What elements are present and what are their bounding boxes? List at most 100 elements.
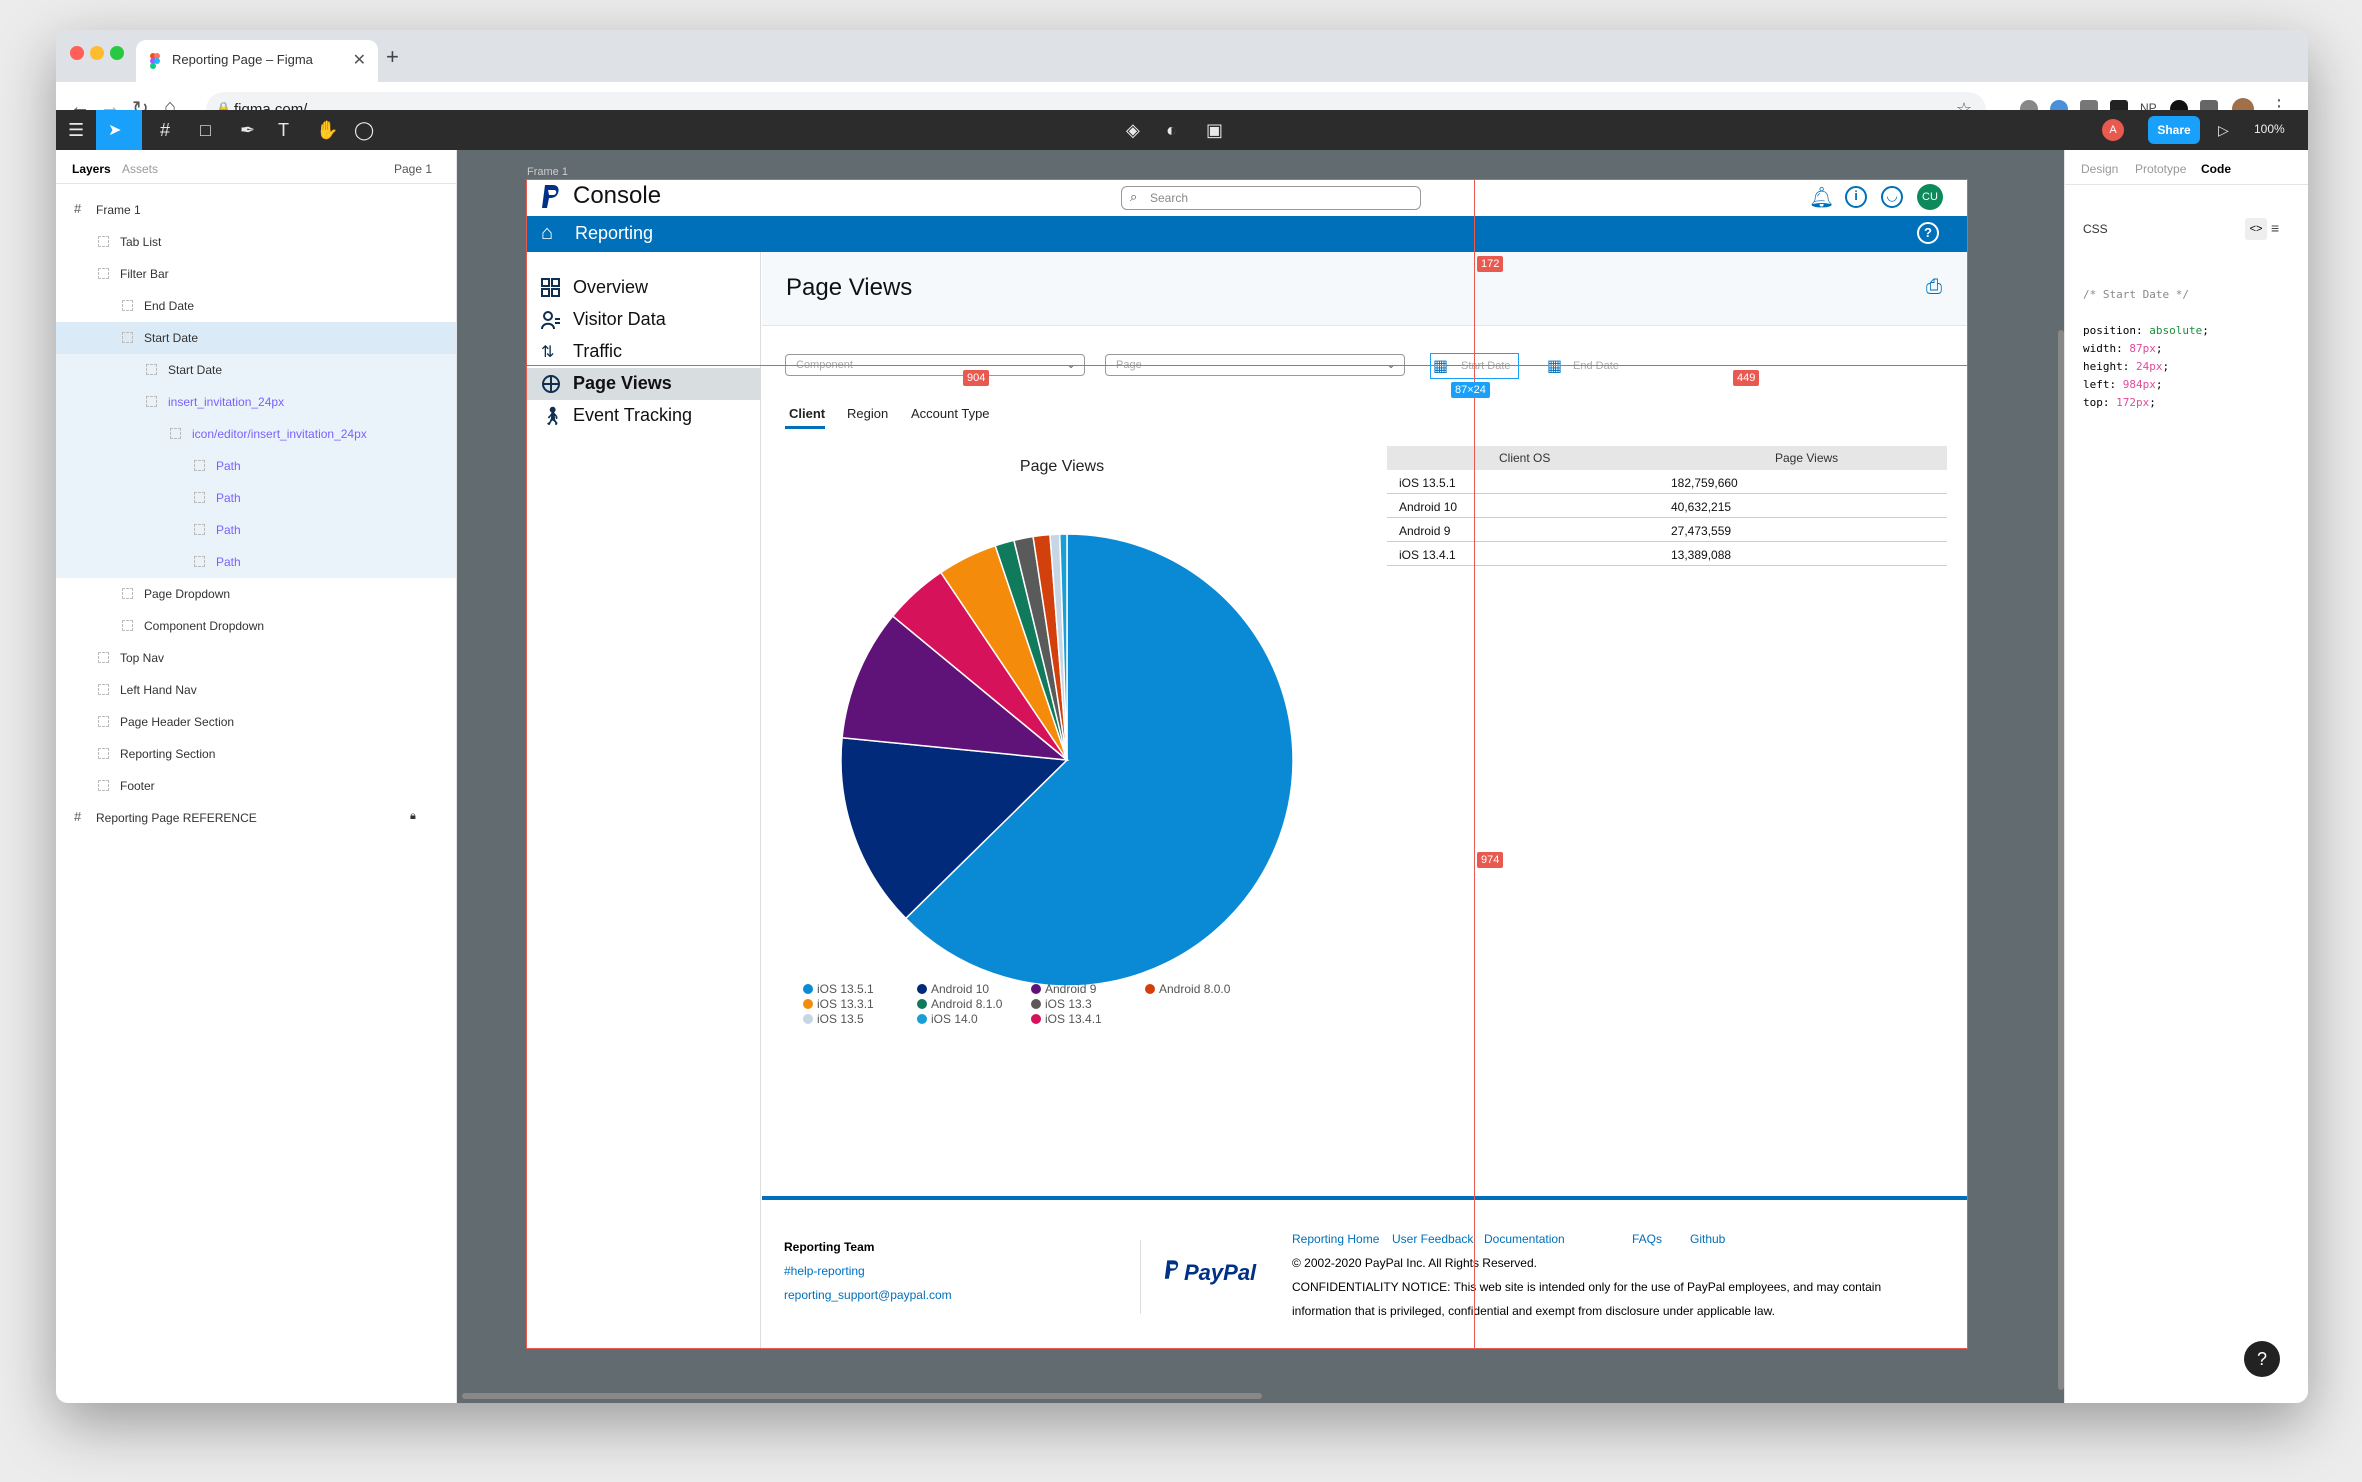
pie-slice[interactable] [840,736,1069,920]
legend-item: Android 8.1.0 [917,997,1002,1011]
layer-label: Start Date [168,363,223,377]
print-icon[interactable]: ⎙ [1926,276,1942,298]
footer-link[interactable]: Documentation [1484,1232,1565,1246]
help-icon[interactable]: ? [1917,222,1939,244]
tab-code[interactable]: Code [2201,162,2231,176]
start-date-field[interactable]: ▦ Start Date [1430,353,1519,379]
footer-link[interactable]: FAQs [1632,1232,1663,1246]
contrast-icon[interactable]: ◐ [1166,120,1177,140]
browser-tab[interactable]: Reporting Page – Figma ✕ [136,40,378,82]
help-button[interactable]: ? [2244,1341,2280,1377]
layer-row[interactable]: Footer [56,770,456,802]
layer-row[interactable]: Path [56,514,456,546]
frame-tool-icon[interactable]: # [160,120,171,140]
zoom-level[interactable]: 100% [2254,122,2285,136]
smiley-icon[interactable]: ◡ [1881,186,1903,208]
pie-slice[interactable] [904,533,1294,987]
layer-type-icon [98,748,109,759]
end-date-field[interactable]: ▦ End Date [1545,354,1632,378]
nav-item-traffic[interactable]: ⇅ Traffic [527,336,761,368]
footer-link[interactable]: User Feedback [1392,1232,1474,1246]
layer-row[interactable]: Left Hand Nav [56,674,456,706]
footer-link[interactable]: Reporting Home [1292,1232,1380,1246]
canvas-scrollbar-vertical[interactable] [2058,330,2064,1390]
layer-row[interactable]: Start Date [56,322,456,354]
nav-item-visitor-data[interactable]: Visitor Data [527,304,761,336]
component-icon[interactable]: ◈ [1126,120,1140,140]
tab-client[interactable]: Client [789,406,826,421]
maximize-window-icon[interactable] [110,46,124,60]
canvas-scrollbar-horizontal[interactable] [462,1393,1262,1399]
code-view-icon[interactable]: <> [2245,218,2267,240]
layer-label: Left Hand Nav [120,683,197,697]
share-button[interactable]: Share [2148,116,2200,144]
layer-row[interactable]: Reporting Section [56,738,456,770]
layer-row[interactable]: # Frame 1 [56,194,456,226]
section-title[interactable]: Reporting [575,223,654,243]
layer-row[interactable]: insert_invitation_24px [56,386,456,418]
footer-slack-link[interactable]: #help-reporting [784,1264,865,1278]
language-selector[interactable]: CSS [2083,222,2108,236]
layer-row[interactable]: Filter Bar [56,258,456,290]
user-avatar-cu[interactable]: CU [1917,184,1943,210]
present-icon[interactable]: ▷ [2218,122,2229,138]
user-avatar[interactable]: A [2102,119,2124,141]
css-semicolon: ; [2155,378,2163,391]
new-tab-button[interactable]: + [386,44,399,69]
pen-tool-icon[interactable]: ✒ [240,120,256,140]
figma-canvas[interactable]: Frame 1 Console ⌕ Search 🔔︎ i ◡ CU [457,150,2064,1403]
layer-label: Start Date [144,331,199,345]
shape-tool-icon[interactable]: □ [200,120,211,140]
tab-close-icon[interactable]: ✕ [352,52,366,69]
tab-prototype[interactable]: Prototype [2135,162,2187,176]
boolean-icon[interactable]: ▣ [1206,120,1224,140]
tab-layers[interactable]: Layers [72,162,111,176]
frame-1[interactable]: Console ⌕ Search 🔔︎ i ◡ CU ⌂ Reporting ? [526,179,1968,1349]
layer-row[interactable]: End Date [56,290,456,322]
footer-link[interactable]: Github [1690,1232,1726,1246]
console-brand[interactable]: Console [573,182,662,209]
layer-row[interactable]: Path [56,546,456,578]
layer-row[interactable]: Path [56,482,456,514]
main-menu-icon[interactable]: ☰ [68,120,85,140]
nav-item-overview[interactable]: Overview [527,272,761,304]
layer-row[interactable]: icon/editor/insert_invitation_24px [56,418,456,450]
layer-row[interactable]: Path [56,450,456,482]
legend-swatch [1031,1014,1041,1024]
layer-row[interactable]: Start Date [56,354,456,386]
search-input[interactable]: ⌕ Search [1121,186,1421,210]
close-window-icon[interactable] [70,46,84,60]
list-view-icon[interactable]: ≡ [2271,220,2280,236]
layer-label: Path [216,491,241,505]
comment-tool-icon[interactable]: ◯ [354,120,375,140]
tab-region[interactable]: Region [847,406,889,421]
tab-assets[interactable]: Assets [122,162,159,176]
pie-slice[interactable] [841,615,1070,761]
paypal-logo-icon [1164,1260,1179,1279]
legend-item: Android 10 [917,982,989,996]
nav-item-page-views[interactable]: Page Views [527,368,761,400]
layer-row[interactable]: Component Dropdown [56,610,456,642]
layer-row[interactable]: Top Nav [56,642,456,674]
minimize-window-icon[interactable] [90,46,104,60]
frame-label[interactable]: Frame 1 [527,166,568,178]
lock-icon[interactable]: 🔒︎ [410,810,416,822]
footer-email-link[interactable]: reporting_support@paypal.com [784,1288,952,1302]
legend-swatch [1031,984,1041,994]
text-tool-icon[interactable]: T [278,120,289,140]
info-icon[interactable]: i [1845,186,1867,208]
layer-row[interactable]: Page Dropdown [56,578,456,610]
dashboard-icon [541,278,561,298]
home-icon[interactable]: ⌂ [541,222,554,244]
move-tool-button[interactable]: ➤ [96,110,142,150]
tab-account-type[interactable]: Account Type [911,406,990,421]
page-selector[interactable]: Page 1 [394,162,433,176]
layer-row[interactable]: Tab List [56,226,456,258]
nav-item-event-tracking[interactable]: 🚶︎ Event Tracking [527,400,761,432]
pie-slice[interactable] [1058,533,1068,761]
hand-tool-icon[interactable]: ✋ [316,120,339,140]
tab-design[interactable]: Design [2081,162,2119,176]
bell-icon[interactable]: 🔔︎ [1809,187,1835,209]
layer-row[interactable]: # Reporting Page REFERENCE 🔒︎ [56,802,456,834]
layer-row[interactable]: Page Header Section [56,706,456,738]
